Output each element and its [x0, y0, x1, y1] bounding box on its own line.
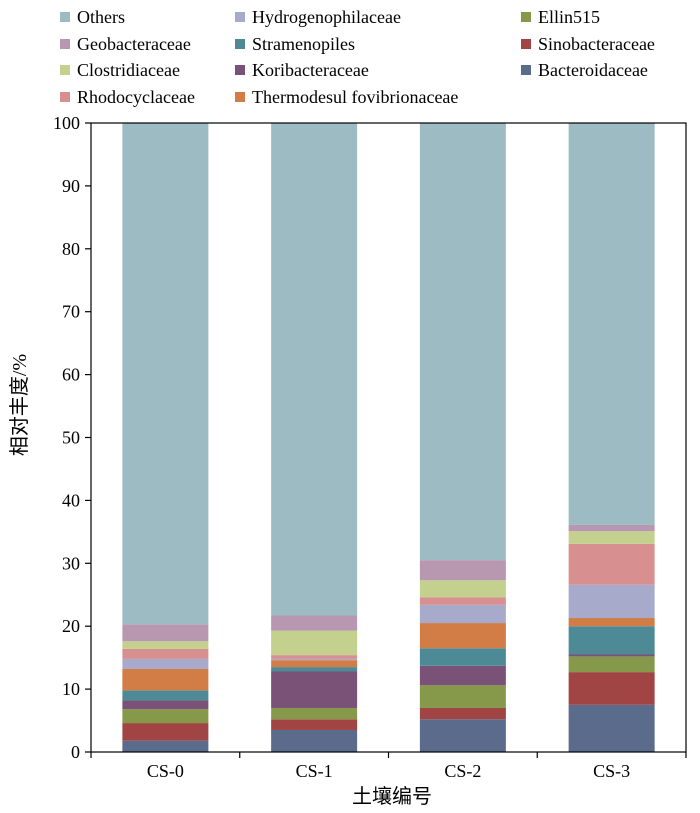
y-tick-label: 40 [62, 490, 80, 510]
bar-segment-cs-1-rhodocyclaceae [271, 655, 358, 659]
bar-segment-cs-0-sinobacteraceae [122, 723, 209, 741]
legend-swatch [60, 12, 70, 22]
y-axis-label: 相对丰度/% [8, 354, 31, 456]
y-tick-label: 50 [62, 428, 80, 448]
legend-swatch [521, 65, 531, 75]
y-tick-label: 80 [62, 239, 80, 259]
bar-segment-cs-1-koribacteraceae [271, 671, 358, 708]
bar-segment-cs-0-stramenopiles [122, 690, 209, 701]
y-axis-ticks: 0 10 20 30 40 50 60 70 80 90 100 [53, 113, 91, 762]
legend: Others Hydrogenophilaceae Ellin515 Geobacte… [60, 7, 655, 107]
legend-label: Thermodesul fovibrionaceae [252, 87, 458, 107]
bar-segment-cs-0-others [122, 123, 209, 625]
legend-label: Stramenopiles [252, 34, 355, 54]
y-tick-label: 30 [62, 553, 80, 573]
bar-segment-cs-3-ellin515 [568, 656, 655, 673]
legend-swatch [60, 92, 70, 102]
bar-segment-cs-2-thermodesul-fovibrionaceae [419, 623, 506, 649]
bar-segment-cs-2-rhodocyclaceae [419, 597, 506, 605]
bar-segment-cs-3-thermodesul-fovibrionaceae [568, 618, 655, 627]
bar-segment-cs-1-thermodesul-fovibrionaceae [271, 660, 358, 668]
bar-segment-cs-2-geobacteraceae [419, 560, 506, 581]
bar-segment-cs-3-geobacteraceae [568, 524, 655, 532]
x-tick-label: CS-1 [296, 761, 333, 781]
bar-segment-cs-0-koribacteraceae [122, 700, 209, 710]
x-axis-ticks: CS-0 CS-1 CS-2 CS-3 [90, 752, 687, 781]
bar-segment-cs-1-bacteroidaceae [271, 729, 358, 752]
bar-segment-cs-2-ellin515 [419, 685, 506, 708]
bar-segment-cs-2-others [419, 123, 506, 561]
bar-segment-cs-3-bacteroidaceae [568, 704, 655, 752]
legend-label: Clostridiaceae [77, 60, 180, 80]
bar-segment-cs-3-hydrogenophilaceae [568, 584, 655, 619]
legend-label: Bacteroidaceae [538, 60, 648, 80]
bar-segment-cs-2-hydrogenophilaceae [419, 604, 506, 624]
x-tick-label: CS-3 [593, 761, 630, 781]
legend-swatch [235, 92, 245, 102]
legend-label: Others [77, 7, 125, 27]
bar-segment-cs-2-stramenopiles [419, 648, 506, 666]
legend-label: Hydrogenophilaceae [252, 7, 401, 27]
x-tick-label: CS-2 [444, 761, 481, 781]
bar-segment-cs-2-sinobacteraceae [419, 707, 506, 720]
bar-segment-cs-1-geobacteraceae [271, 615, 358, 631]
bar-segment-cs-1-hydrogenophilaceae [271, 658, 358, 661]
y-tick-label: 20 [62, 616, 80, 636]
legend-label: Koribacteraceae [252, 60, 369, 80]
y-tick-label: 60 [62, 365, 80, 385]
legend-label: Geobacteraceae [77, 34, 191, 54]
bar-segment-cs-0-hydrogenophilaceae [122, 658, 209, 669]
bars [122, 123, 655, 752]
bar-segment-cs-3-sinobacteraceae [568, 672, 655, 705]
legend-label: Ellin515 [538, 7, 600, 27]
y-tick-label: 70 [62, 302, 80, 322]
bar-segment-cs-2-clostridiaceae [419, 580, 506, 598]
bar-segment-cs-1-stramenopiles [271, 667, 358, 672]
legend-swatch [60, 39, 70, 49]
y-tick-label: 90 [62, 176, 80, 196]
legend-label: Rhodocyclaceae [77, 87, 195, 107]
bar-segment-cs-1-sinobacteraceae [271, 719, 358, 730]
y-tick-label: 0 [71, 742, 80, 762]
bar-segment-cs-0-bacteroidaceae [122, 740, 209, 752]
y-tick-label: 100 [53, 113, 80, 133]
legend-swatch [235, 65, 245, 75]
x-axis-label: 土壤编号 [352, 785, 432, 808]
bar-segment-cs-0-geobacteraceae [122, 624, 209, 642]
bar-segment-cs-2-bacteroidaceae [419, 719, 506, 752]
x-tick-label: CS-0 [147, 761, 184, 781]
bar-segment-cs-0-ellin515 [122, 709, 209, 724]
bar-segment-cs-3-others [568, 123, 655, 525]
bar-segment-cs-1-others [271, 123, 358, 616]
legend-swatch [235, 39, 245, 49]
bar-segment-cs-0-rhodocyclaceae [122, 648, 209, 659]
legend-swatch [521, 12, 531, 22]
bar-segment-cs-3-koribacteraceae [568, 654, 655, 657]
legend-label: Sinobacteraceae [538, 34, 655, 54]
bar-segment-cs-3-clostridiaceae [568, 531, 655, 544]
legend-swatch [60, 65, 70, 75]
bar-segment-cs-1-ellin515 [271, 707, 358, 720]
bar-segment-cs-3-rhodocyclaceae [568, 543, 655, 585]
legend-swatch [235, 12, 245, 22]
bar-segment-cs-2-koribacteraceae [419, 665, 506, 686]
y-tick-label: 10 [62, 679, 80, 699]
bar-segment-cs-0-clostridiaceae [122, 641, 209, 649]
bar-segment-cs-1-clostridiaceae [271, 630, 358, 656]
bar-segment-cs-3-stramenopiles [568, 626, 655, 655]
bar-segment-cs-0-thermodesul-fovibrionaceae [122, 668, 209, 691]
legend-swatch [521, 39, 531, 49]
